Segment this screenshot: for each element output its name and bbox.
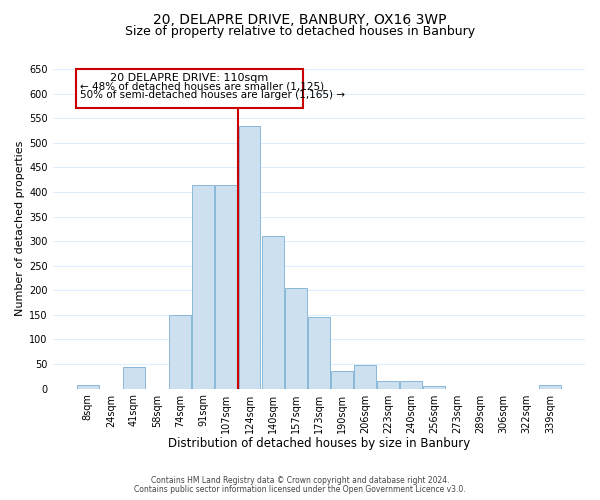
Bar — [285, 288, 307, 388]
Bar — [169, 315, 191, 388]
Bar — [193, 184, 214, 388]
Bar — [354, 365, 376, 388]
Bar — [424, 386, 445, 388]
Text: 20 DELAPRE DRIVE: 110sqm: 20 DELAPRE DRIVE: 110sqm — [110, 73, 269, 83]
Bar — [331, 372, 353, 388]
Bar — [123, 367, 145, 388]
Text: Contains HM Land Registry data © Crown copyright and database right 2024.: Contains HM Land Registry data © Crown c… — [151, 476, 449, 485]
Bar — [262, 236, 284, 388]
Bar — [400, 381, 422, 388]
Text: Size of property relative to detached houses in Banbury: Size of property relative to detached ho… — [125, 25, 475, 38]
Bar — [77, 384, 99, 388]
Bar — [377, 381, 399, 388]
FancyBboxPatch shape — [76, 69, 302, 108]
Y-axis label: Number of detached properties: Number of detached properties — [15, 141, 25, 316]
Text: ← 48% of detached houses are smaller (1,125): ← 48% of detached houses are smaller (1,… — [80, 82, 324, 92]
X-axis label: Distribution of detached houses by size in Banbury: Distribution of detached houses by size … — [168, 437, 470, 450]
Text: 50% of semi-detached houses are larger (1,165) →: 50% of semi-detached houses are larger (… — [80, 90, 345, 100]
Bar — [215, 184, 238, 388]
Text: 20, DELAPRE DRIVE, BANBURY, OX16 3WP: 20, DELAPRE DRIVE, BANBURY, OX16 3WP — [153, 12, 447, 26]
Bar — [239, 126, 260, 388]
Bar — [308, 318, 330, 388]
Text: Contains public sector information licensed under the Open Government Licence v3: Contains public sector information licen… — [134, 485, 466, 494]
Bar — [539, 384, 561, 388]
